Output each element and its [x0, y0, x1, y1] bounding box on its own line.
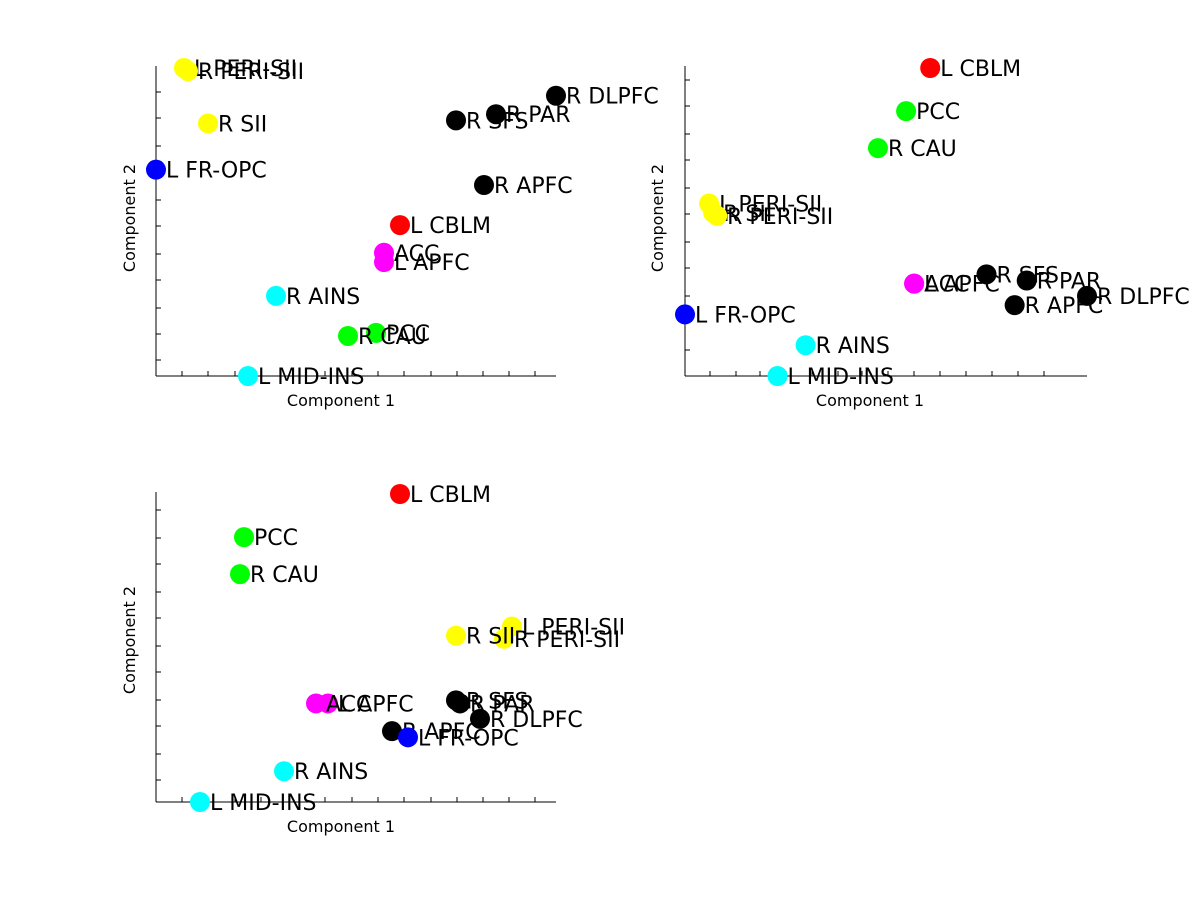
point-label: L FR-OPC — [695, 303, 796, 328]
point-label: L CBLM — [940, 57, 1021, 82]
data-point — [767, 366, 788, 386]
point-label: L CBLM — [410, 483, 491, 508]
data-point — [450, 693, 470, 714]
point-label: R SII — [466, 625, 515, 650]
data-point — [976, 264, 997, 285]
data-point — [795, 335, 816, 356]
point-label: R CAU — [358, 325, 427, 350]
data-point — [146, 159, 166, 180]
point-label: R PERI-SII — [514, 628, 620, 653]
data-point — [238, 366, 258, 386]
data-point — [494, 628, 514, 649]
point-label: R SII — [218, 112, 267, 137]
point-label: R DLPFC — [1097, 285, 1190, 310]
point-label: R PAR — [506, 103, 570, 128]
data-point — [707, 205, 728, 226]
data-point — [178, 61, 198, 82]
data-point — [675, 304, 695, 325]
data-point — [1004, 295, 1025, 316]
data-point — [306, 693, 326, 714]
point-label: R APFC — [1025, 294, 1104, 319]
axes — [155, 492, 556, 803]
data-point — [230, 564, 250, 585]
point-label: L FR-OPC — [166, 159, 267, 184]
point-label: R SFS — [466, 109, 528, 134]
data-point — [446, 625, 466, 646]
point-label: R CAU — [250, 563, 319, 588]
point-label: ACC — [924, 273, 969, 298]
y-axis-label: Component 2 — [120, 586, 139, 694]
point-label: L MID-INS — [258, 365, 365, 390]
x-axis-label: Component 1 — [287, 817, 395, 836]
point-label: L PERI-SII — [194, 57, 297, 82]
point-label: R AINS — [294, 760, 368, 785]
point-label: R DLPFC — [566, 85, 659, 110]
point-label: R PERI-SII — [727, 205, 833, 230]
y-axis-label: Component 2 — [648, 164, 667, 272]
point-label: PCC — [254, 526, 298, 551]
point-label: R SII — [723, 202, 772, 227]
point-label: ACC — [394, 242, 439, 267]
data-point — [920, 58, 941, 78]
data-point — [198, 113, 218, 134]
point-label: L APFC — [338, 692, 414, 717]
data-point — [274, 761, 294, 782]
data-point — [234, 527, 254, 548]
data-point — [390, 215, 410, 236]
point-label: L MID-INS — [787, 365, 894, 390]
point-label: ACC — [326, 692, 371, 717]
data-point — [338, 325, 358, 346]
data-point — [474, 175, 494, 196]
data-point — [398, 727, 418, 748]
point-label: L APFC — [394, 251, 470, 276]
point-label: L PERI-SII — [719, 193, 822, 218]
data-point — [266, 285, 286, 306]
y-axis-label: Component 2 — [120, 164, 139, 272]
data-point — [382, 721, 402, 742]
x-axis-label: Component 1 — [287, 391, 395, 410]
data-point — [366, 322, 386, 343]
point-label: L FR-OPC — [418, 726, 519, 751]
point-label: R DLPFC — [490, 708, 583, 733]
data-point — [486, 104, 506, 125]
data-point — [390, 484, 410, 504]
point-label: R AINS — [816, 334, 890, 359]
axis-ticks — [155, 509, 536, 802]
data-point — [867, 138, 888, 159]
point-label: L CBLM — [410, 214, 491, 239]
point-label: R APFC — [494, 174, 573, 199]
point-label: R CAU — [888, 137, 957, 162]
point-label: R AINS — [286, 285, 360, 310]
data-point — [1016, 270, 1037, 291]
point-label: L PERI-SII — [522, 615, 625, 640]
data-point — [1077, 285, 1097, 306]
data-point — [446, 110, 466, 131]
point-label: PCC — [386, 322, 430, 347]
data-point — [904, 273, 925, 294]
data-point — [546, 85, 566, 106]
point-label: L MID-INS — [210, 791, 317, 816]
data-point — [896, 101, 917, 122]
data-point — [190, 792, 210, 812]
point-label: R PERI-SII — [198, 60, 304, 85]
x-axis-label: Component 1 — [816, 391, 924, 410]
data-point — [374, 252, 394, 273]
point-label: PCC — [916, 100, 960, 125]
data-point — [470, 708, 490, 729]
